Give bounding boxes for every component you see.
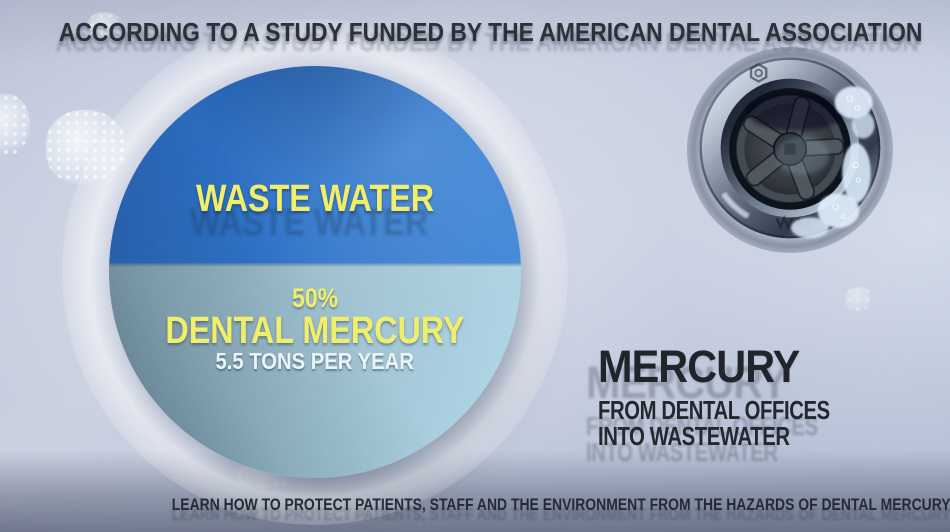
sink-drain-photo — [695, 53, 885, 243]
mercury-callout: MERCURY FROM DENTAL OFFICES INTO WASTEWA… — [598, 341, 895, 452]
soap-suds — [845, 287, 873, 311]
mercury-callout-echo: MERCURY FROM DENTAL OFFICES INTO WASTEWA… — [586, 357, 818, 468]
percent-label: 50% — [292, 283, 338, 313]
page-title-echo: ACCORDING TO A STUDY FUNDED BY THE AMERI… — [55, 27, 919, 57]
waste-water-label: WASTE WATER — [195, 178, 435, 220]
footer-banner: LEARN HOW TO PROTECT PATIENTS, STAFF AND… — [0, 488, 950, 517]
pie-slice-divider — [109, 262, 521, 267]
footer-message: LEARN HOW TO PROTECT PATIENTS, STAFF AND… — [171, 495, 950, 514]
tons-per-year-label: 5.5 TONS PER YEAR — [215, 348, 415, 374]
header-banner: ACCORDING TO A STUDY FUNDED BY THE AMERI… — [0, 17, 950, 57]
callout-title: MERCURY — [598, 341, 800, 392]
pie-slice-wastewater — [109, 66, 521, 263]
sink-drain-icon — [699, 57, 881, 239]
callout-line3: INTO WASTEWATER — [598, 421, 790, 452]
soap-suds — [88, 12, 122, 38]
waste-water-label-echo: WASTE WATER — [190, 202, 429, 244]
dental-mercury-label: DENTAL MERCURY — [165, 310, 465, 352]
footer-banner-echo: LEARN HOW TO PROTECT PATIENTS, STAFF AND… — [171, 505, 950, 524]
pie-chart: WASTE WATER WASTE WATER 50% DENTAL MERCU… — [109, 66, 521, 478]
callout-line2: FROM DENTAL OFFICES — [598, 394, 830, 425]
page-title: ACCORDING TO A STUDY FUNDED BY THE AMERI… — [58, 17, 923, 47]
soap-suds — [0, 94, 30, 156]
pie-slice-dental-mercury — [109, 262, 521, 478]
